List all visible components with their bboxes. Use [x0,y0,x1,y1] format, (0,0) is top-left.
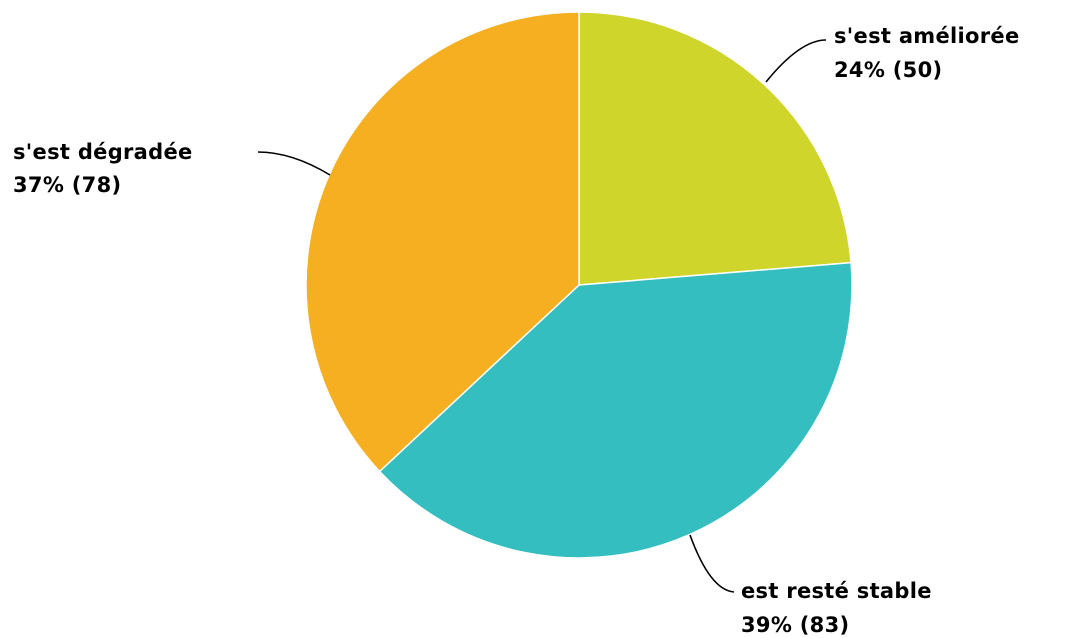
slice-label-degradee-value: 37% (78) [13,173,121,197]
pie-slices [305,11,853,559]
pie-slice-stable [378,261,853,559]
slice-label-degradee-name: s'est dégradée [13,140,193,164]
slice-label-stable-name: est resté stable [741,579,932,603]
leader-line-ameliore [765,39,827,83]
slice-label-ameliore-name: s'est améliorée [834,24,1019,48]
slice-label-stable-value: 39% (83) [741,613,849,637]
slice-label-ameliore-value: 24% (50) [834,58,942,82]
pie-slice-degradee [305,11,580,473]
leader-line-stable [689,534,735,593]
leader-line-degradee [257,151,331,176]
pie-slice-ameliore [578,11,852,286]
